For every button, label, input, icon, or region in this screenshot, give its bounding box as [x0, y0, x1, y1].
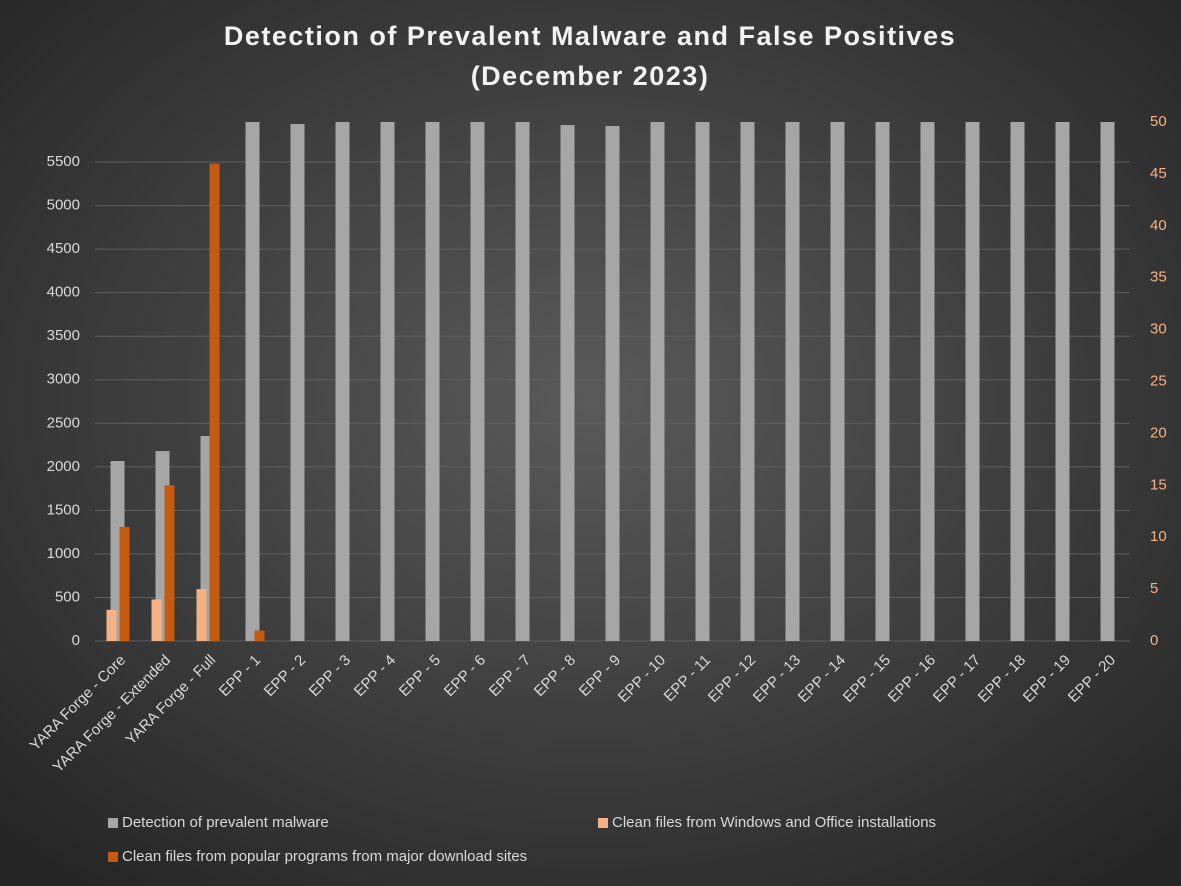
- bar: [106, 609, 117, 641]
- bar: [290, 124, 305, 641]
- y2-tick-label: 30: [1150, 321, 1167, 338]
- y2-tick-label: 5: [1150, 580, 1158, 597]
- bar: [209, 163, 220, 641]
- y-tick-label: 3000: [47, 371, 80, 388]
- bar: [425, 122, 440, 641]
- bar: [1055, 122, 1070, 641]
- y2-tick-label: 20: [1150, 424, 1167, 441]
- y-tick-label: 0: [72, 632, 80, 649]
- bar: [164, 485, 175, 641]
- bar: [335, 122, 350, 641]
- y2-tick-label: 10: [1150, 528, 1167, 545]
- y2-tick-label: 35: [1150, 269, 1167, 286]
- bar: [830, 122, 845, 641]
- bar: [151, 599, 162, 641]
- y-tick-label: 4500: [47, 240, 80, 257]
- legend-label: Clean files from popular programs from m…: [122, 848, 527, 865]
- bar: [605, 126, 620, 641]
- bar: [470, 122, 485, 641]
- bar: [196, 589, 207, 641]
- bar: [785, 122, 800, 641]
- y2-tick-label: 45: [1150, 165, 1167, 182]
- bar: [119, 526, 130, 641]
- y-tick-label: 3500: [47, 327, 80, 344]
- bar: [380, 122, 395, 641]
- y-tick-label: 2500: [47, 414, 80, 431]
- bar: [650, 122, 665, 641]
- legend-label: Clean files from Windows and Office inst…: [612, 814, 936, 831]
- y-tick-label: 500: [55, 588, 80, 605]
- y2-tick-label: 40: [1150, 217, 1167, 234]
- bar: [740, 122, 755, 641]
- y-tick-label: 4000: [47, 284, 80, 301]
- y2-tick-label: 0: [1150, 632, 1158, 649]
- bar: [254, 630, 265, 641]
- y-tick-label: 1500: [47, 501, 80, 518]
- y-tick-label: 5000: [47, 197, 80, 214]
- bar: [875, 122, 890, 641]
- y-tick-label: 2000: [47, 458, 80, 475]
- bar: [515, 122, 530, 641]
- bar: [1010, 122, 1025, 641]
- legend-label: Detection of prevalent malware: [122, 814, 329, 831]
- y2-tick-label: 15: [1150, 476, 1167, 493]
- bar: [965, 122, 980, 641]
- bar: [920, 122, 935, 641]
- chart-subtitle: (December 2023): [471, 61, 710, 91]
- legend-swatch: [598, 818, 608, 828]
- bar: [245, 122, 260, 641]
- bar: [1100, 122, 1115, 641]
- y-tick-label: 1000: [47, 545, 80, 562]
- chart-title: Detection of Prevalent Malware and False…: [224, 21, 956, 51]
- y-tick-label: 5500: [47, 153, 80, 170]
- bar: [560, 125, 575, 641]
- bar: [695, 122, 710, 641]
- legend-swatch: [108, 852, 118, 862]
- y2-tick-label: 25: [1150, 372, 1167, 389]
- y2-tick-label: 50: [1150, 113, 1167, 130]
- legend-swatch: [108, 818, 118, 828]
